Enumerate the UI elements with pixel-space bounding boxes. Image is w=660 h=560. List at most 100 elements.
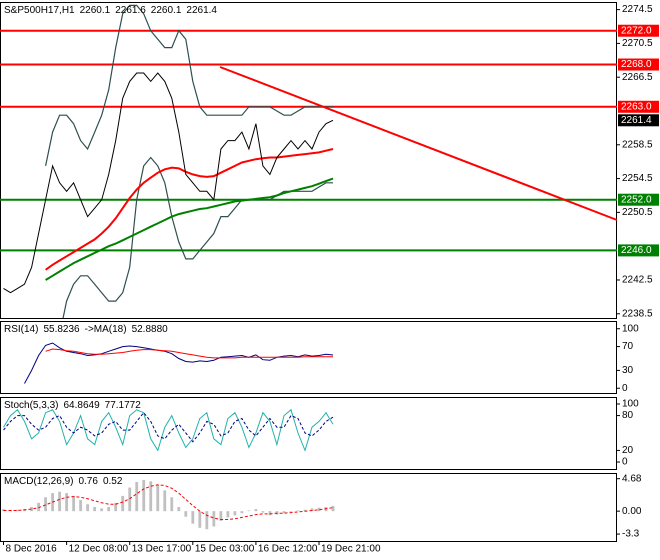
ohlc-value: 2260.1 <box>151 5 182 16</box>
histogram-bar <box>58 491 61 512</box>
x-tick-label: 8 Dec 2016 <box>6 544 58 555</box>
histogram-bar <box>163 490 167 512</box>
histogram-bar <box>107 507 111 512</box>
series-line <box>45 348 334 359</box>
histogram-bar <box>282 511 286 514</box>
panel-plot <box>2 479 335 530</box>
histogram-bar <box>247 510 251 512</box>
level-tag <box>618 193 659 206</box>
histogram-bar <box>79 500 83 512</box>
series-line <box>3 411 334 443</box>
level-tag <box>618 24 659 37</box>
level-tag <box>618 244 659 257</box>
histogram-bar <box>156 484 160 512</box>
panel-plot <box>3 408 334 452</box>
symbol: S&P500H17,H1 <box>4 5 75 16</box>
histogram-bar <box>296 510 300 512</box>
panel-header: RSI(14) 55.8236 ->MA(18) 52.8880 <box>4 324 168 335</box>
y-tick-label: 80 <box>622 410 634 421</box>
panel-header: MACD(12,26,9) 0.76 0.52 <box>4 476 123 487</box>
y-tick-label: 70 <box>622 341 634 352</box>
histogram-bar <box>233 511 237 516</box>
y-tick-label: 0.00 <box>622 506 642 517</box>
histogram-bar <box>191 511 195 524</box>
histogram-bar <box>226 511 230 518</box>
histogram-bar <box>289 511 293 512</box>
ohlc-value: 2261.4 <box>186 5 217 16</box>
level-label: 2252.0 <box>621 194 652 205</box>
histogram-bar <box>331 505 335 512</box>
histogram-bar <box>170 497 174 512</box>
histogram-bar <box>198 511 202 528</box>
histogram-bar <box>177 507 181 512</box>
x-tick-label: 19 Dec 21:00 <box>321 544 381 555</box>
histogram-bar <box>317 507 321 512</box>
level-label: 2272.0 <box>621 25 652 36</box>
series-line <box>45 148 334 271</box>
indicator-name: MACD(12,26,9) <box>4 476 73 487</box>
histogram-bar <box>135 482 139 512</box>
panel-header: S&P500H17,H1 2260.1 2261.6 2260.1 2261.4 <box>4 5 217 16</box>
y-tick-label: 2250.5 <box>622 207 653 218</box>
level-tag <box>618 100 659 113</box>
panel-frame <box>0 2 617 319</box>
indicator-value: 77.1772 <box>105 400 142 411</box>
histogram-bar <box>219 511 223 521</box>
series-line <box>45 177 334 281</box>
indicator-value: 52.8880 <box>132 324 169 335</box>
level-label: 2263.0 <box>621 101 652 112</box>
panel-header: Stoch(5,3,3) 64.8649 77.1772 <box>4 400 141 411</box>
last-price-label: 2261.4 <box>621 115 652 126</box>
histogram-bar <box>65 493 69 512</box>
series-line <box>24 342 334 384</box>
y-tick-label: 2242.5 <box>622 275 653 286</box>
series-line <box>45 4 333 167</box>
histogram-bar <box>261 511 265 513</box>
y-tick-label: 2238.5 <box>622 308 653 319</box>
x-tick-label: 13 Dec 17:00 <box>132 544 192 555</box>
indicator-value: 55.8236 <box>43 324 80 335</box>
histogram-bar <box>254 509 258 512</box>
indicator-name: RSI(14) <box>4 324 38 335</box>
histogram-bar <box>240 511 244 514</box>
y-tick-label: 20 <box>622 445 634 456</box>
indicator-value: 0.76 <box>78 476 98 487</box>
y-tick-label: 2266.5 <box>622 72 653 83</box>
series-line <box>3 484 334 520</box>
last-price-tag <box>618 114 659 127</box>
panel-plot <box>0 4 617 318</box>
y-tick-label: 2274.5 <box>622 4 653 15</box>
y-tick-label: 2254.5 <box>622 173 653 184</box>
histogram-bar <box>121 495 125 512</box>
indicator-value: 0.52 <box>103 476 123 487</box>
y-tick-label: -3.3 <box>622 529 640 540</box>
series-line <box>45 156 333 318</box>
histogram-bar <box>30 507 33 512</box>
level-tag <box>618 58 659 71</box>
histogram-bar <box>212 511 216 527</box>
histogram-bar <box>93 507 97 512</box>
histogram-bar <box>142 479 146 512</box>
histogram-bar <box>37 502 40 512</box>
indicator-name: ->MA(18) <box>85 324 127 335</box>
indicator-name: Stoch(5,3,3) <box>4 400 58 411</box>
panel-frame <box>0 473 617 542</box>
level-label: 2268.0 <box>621 59 652 70</box>
series-line <box>3 408 334 452</box>
y-tick-label: 2258.5 <box>622 139 653 150</box>
y-tick-label: 100 <box>622 399 639 410</box>
panel-frame <box>0 397 617 470</box>
panel-plot <box>24 342 334 384</box>
histogram-bar <box>114 502 118 512</box>
series-line <box>3 72 334 294</box>
level-label: 2246.0 <box>621 245 652 256</box>
x-tick-label: 15 Dec 03:00 <box>195 544 255 555</box>
histogram-bar <box>303 509 307 512</box>
histogram-bar <box>86 504 90 512</box>
y-tick-label: 4.68 <box>622 473 642 484</box>
x-tick-label: 12 Dec 08:00 <box>69 544 129 555</box>
y-tick-label: 0 <box>622 383 628 394</box>
histogram-bar <box>310 508 314 512</box>
